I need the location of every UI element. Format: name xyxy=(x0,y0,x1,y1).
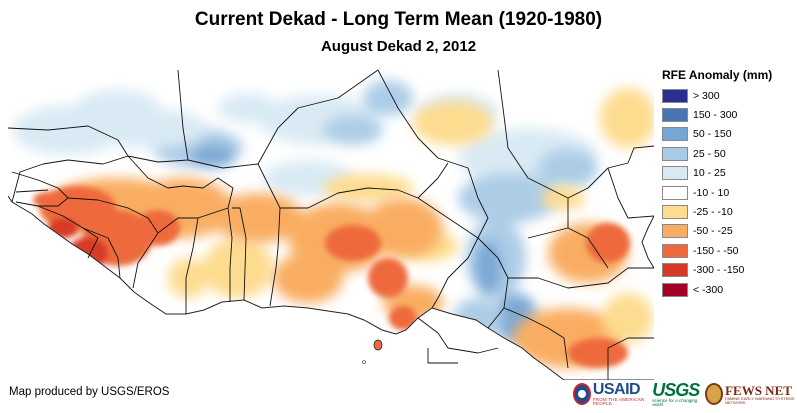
logo-strip: USAID FROM THE AMERICAN PEOPLE USGS scie… xyxy=(573,378,795,410)
usgs-tagline: science for a changing world xyxy=(652,397,698,407)
legend-swatch xyxy=(662,166,688,181)
usaid-seal-icon xyxy=(573,383,591,405)
usaid-logo: USAID FROM THE AMERICAN PEOPLE xyxy=(573,380,648,407)
legend-label: 25 - 50 xyxy=(693,147,726,160)
legend-title: RFE Anomaly (mm) xyxy=(662,68,773,82)
legend-item: -50 - -25 xyxy=(662,222,792,241)
legend-label: 150 - 300 xyxy=(693,109,738,122)
legend-swatch xyxy=(662,224,688,239)
usaid-tagline: FROM THE AMERICAN PEOPLE xyxy=(592,396,645,406)
legend-swatch xyxy=(662,243,688,258)
legend-swatch xyxy=(662,146,688,161)
legend-swatch xyxy=(662,263,688,278)
legend-rows: > 300 150 - 300 50 - 150 25 - 50 10 - 25 -10 … xyxy=(662,86,792,299)
legend-swatch xyxy=(662,88,688,103)
legend-swatch xyxy=(662,108,688,123)
legend-item: 10 - 25 xyxy=(662,164,792,183)
legend-item: -300 - -150 xyxy=(662,261,792,280)
legend-label: < -300 xyxy=(693,283,724,296)
legend-label: -150 - -50 xyxy=(693,244,739,257)
legend-label: -50 - -25 xyxy=(693,225,733,238)
legend-label: 10 - 25 xyxy=(693,167,726,180)
usgs-logo: USGS science for a changing world xyxy=(652,379,700,408)
legend-label: > 300 xyxy=(693,89,720,102)
globe-icon xyxy=(705,383,724,405)
map-legend: RFE Anomaly (mm) > 300 150 - 300 50 - 150 2… xyxy=(662,68,792,299)
usaid-name: USAID xyxy=(592,380,641,398)
usgs-name: USGS xyxy=(652,379,700,400)
legend-swatch xyxy=(662,282,688,297)
legend-label: -25 - -10 xyxy=(693,206,733,219)
map-title: Current Dekad - Long Term Mean (1920-198… xyxy=(194,9,603,30)
map-subtitle: August Dekad 2, 2012 xyxy=(320,38,477,55)
legend-item: 150 - 300 xyxy=(662,105,792,124)
legend-label: -300 - -150 xyxy=(693,264,745,277)
legend-item: -25 - -10 xyxy=(662,202,792,221)
map-canvas xyxy=(8,69,654,380)
legend-item: > 300 xyxy=(662,86,792,105)
credit-text: Map produced by USGS/EROS xyxy=(9,386,170,398)
fews-net-logo: FEWS NET FAMINE EARLY WARNING SYSTEMS NE… xyxy=(705,383,795,405)
legend-item: -10 - 10 xyxy=(662,183,792,202)
legend-swatch xyxy=(662,127,688,142)
legend-item: < -300 xyxy=(662,280,792,299)
legend-swatch xyxy=(662,185,688,200)
legend-item: 25 - 50 xyxy=(662,144,792,163)
legend-label: -10 - 10 xyxy=(693,186,730,199)
legend-item: 50 - 150 xyxy=(662,125,792,144)
legend-item: -150 - -50 xyxy=(662,241,792,260)
legend-label: 50 - 150 xyxy=(693,128,732,141)
legend-swatch xyxy=(662,205,688,220)
fews-net-tagline: FAMINE EARLY WARNING SYSTEMS NETWORK xyxy=(725,395,795,405)
anomaly-map xyxy=(8,68,654,380)
fews-net-name: FEWS NET xyxy=(725,382,792,398)
